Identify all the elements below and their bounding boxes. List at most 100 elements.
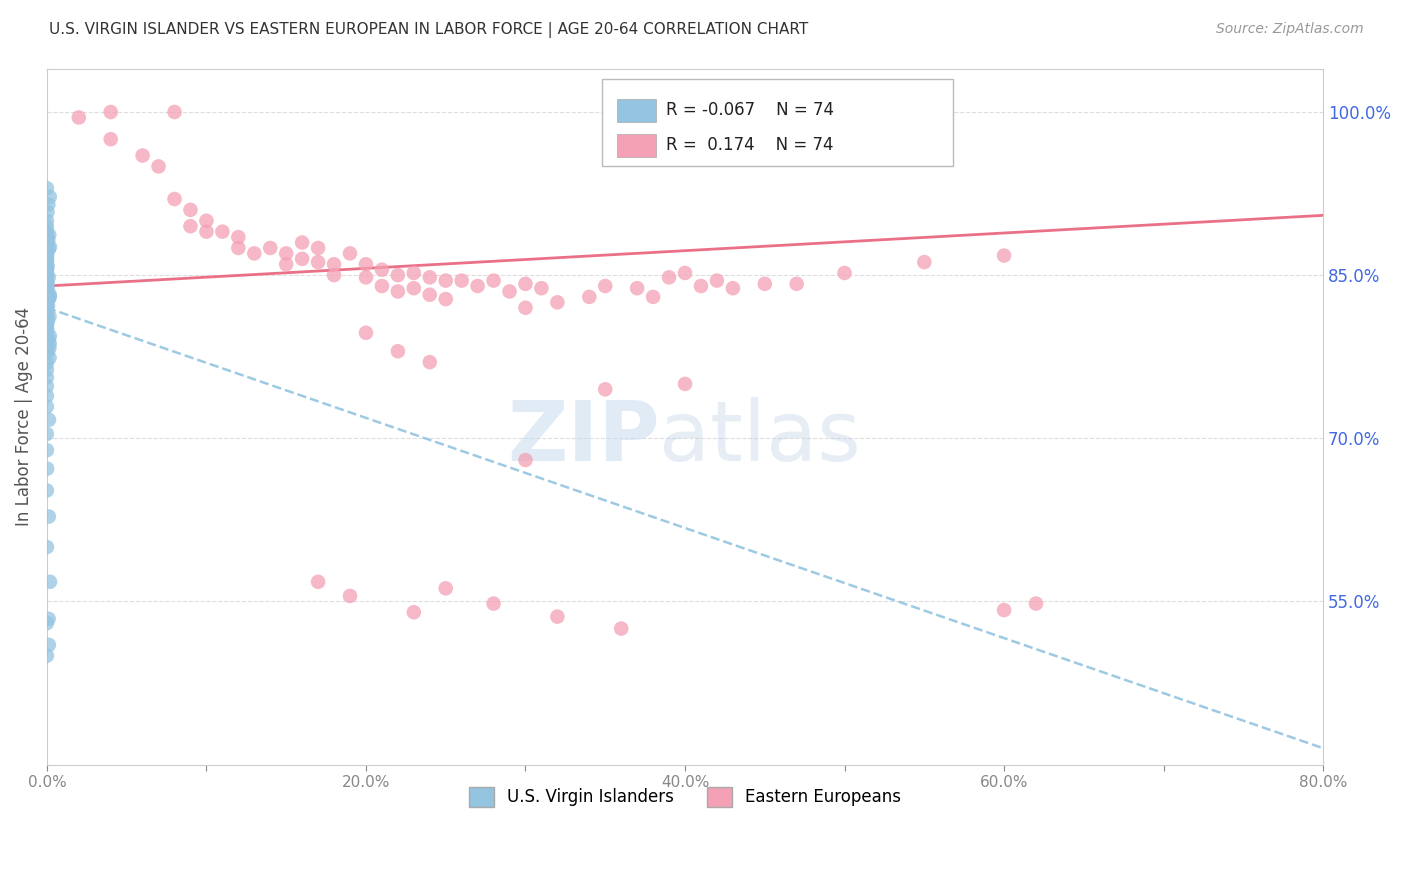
- Point: [35, 379, 58, 393]
- Point: [38, 336, 60, 351]
- Point: [993, 249, 1015, 263]
- Point: [339, 246, 361, 260]
- Point: [37, 281, 59, 295]
- Point: [38, 190, 60, 204]
- Point: [38, 638, 60, 652]
- Point: [35, 307, 58, 321]
- Point: [38, 240, 60, 254]
- Point: [35, 326, 58, 340]
- Point: [131, 148, 153, 162]
- Text: Source: ZipAtlas.com: Source: ZipAtlas.com: [1216, 22, 1364, 37]
- Point: [37, 231, 59, 245]
- Point: [259, 241, 281, 255]
- Point: [834, 266, 856, 280]
- Point: [515, 453, 537, 467]
- Point: [35, 305, 58, 319]
- Point: [643, 290, 665, 304]
- Point: [163, 105, 186, 120]
- Point: [610, 622, 633, 636]
- Point: [35, 301, 58, 315]
- Point: [786, 277, 808, 291]
- Point: [371, 279, 394, 293]
- Point: [35, 400, 58, 414]
- Point: [419, 355, 441, 369]
- Point: [515, 277, 537, 291]
- Point: [658, 270, 681, 285]
- Point: [35, 244, 58, 259]
- Text: atlas: atlas: [659, 397, 862, 478]
- Point: [35, 275, 58, 289]
- Point: [291, 252, 314, 266]
- Point: [530, 281, 553, 295]
- Point: [37, 260, 59, 274]
- Point: [450, 274, 472, 288]
- Point: [195, 225, 218, 239]
- Point: [307, 241, 329, 255]
- Point: [38, 341, 60, 355]
- Point: [35, 261, 58, 276]
- Point: [721, 281, 744, 295]
- Point: [211, 225, 233, 239]
- Point: [482, 597, 505, 611]
- Point: [546, 295, 568, 310]
- Text: R = -0.067    N = 74: R = -0.067 N = 74: [666, 101, 834, 120]
- Point: [419, 287, 441, 301]
- Point: [626, 281, 648, 295]
- Point: [37, 314, 59, 328]
- Point: [38, 612, 60, 626]
- Point: [515, 301, 537, 315]
- Text: U.S. VIRGIN ISLANDER VS EASTERN EUROPEAN IN LABOR FORCE | AGE 20-64 CORRELATION : U.S. VIRGIN ISLANDER VS EASTERN EUROPEAN…: [49, 22, 808, 38]
- Point: [35, 296, 58, 310]
- Point: [387, 285, 409, 299]
- Point: [482, 274, 505, 288]
- Point: [35, 268, 58, 282]
- Point: [354, 326, 377, 340]
- Point: [38, 310, 60, 324]
- Point: [35, 213, 58, 227]
- Point: [371, 262, 394, 277]
- Point: [228, 241, 250, 255]
- Bar: [602, 79, 953, 166]
- Point: [434, 274, 457, 288]
- Point: [38, 270, 60, 285]
- Point: [35, 181, 58, 195]
- Point: [35, 257, 58, 271]
- Point: [35, 219, 58, 234]
- Point: [37, 233, 59, 247]
- Point: [339, 589, 361, 603]
- Point: [38, 292, 60, 306]
- Bar: [617, 134, 655, 157]
- Point: [38, 413, 60, 427]
- Point: [35, 285, 58, 300]
- Point: [912, 255, 935, 269]
- Point: [307, 574, 329, 589]
- Point: [419, 270, 441, 285]
- Point: [498, 285, 520, 299]
- Point: [35, 443, 58, 458]
- Point: [35, 279, 58, 293]
- Point: [35, 284, 58, 298]
- Text: R =  0.174    N = 74: R = 0.174 N = 74: [666, 136, 834, 154]
- Point: [35, 317, 58, 331]
- Point: [38, 227, 60, 242]
- Point: [467, 279, 489, 293]
- Point: [35, 483, 58, 498]
- Point: [593, 279, 616, 293]
- Point: [38, 509, 60, 524]
- Point: [35, 311, 58, 326]
- Text: ZIP: ZIP: [508, 397, 659, 478]
- Point: [38, 351, 60, 365]
- Point: [35, 294, 58, 309]
- Point: [402, 605, 425, 619]
- Point: [38, 287, 60, 301]
- Point: [179, 219, 201, 234]
- Point: [402, 281, 425, 295]
- Point: [35, 389, 58, 403]
- Point: [546, 609, 568, 624]
- Point: [35, 302, 58, 317]
- Point: [323, 257, 346, 271]
- Point: [593, 382, 616, 396]
- Legend: U.S. Virgin Islanders, Eastern Europeans: U.S. Virgin Islanders, Eastern Europeans: [460, 779, 910, 815]
- Point: [35, 252, 58, 267]
- Point: [673, 376, 696, 391]
